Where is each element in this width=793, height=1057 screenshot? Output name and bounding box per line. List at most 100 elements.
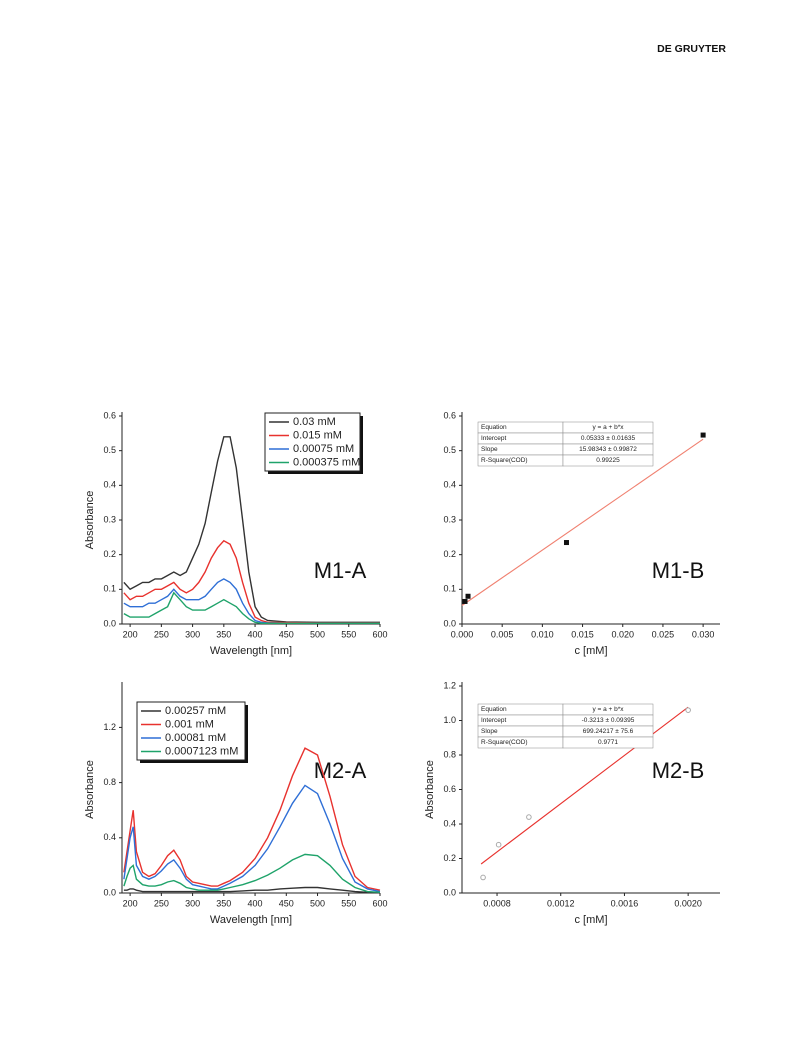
y-tick-label: 0.6 — [443, 784, 456, 794]
y-tick-label: 1.0 — [443, 715, 456, 725]
y-tick-label: 0.6 — [443, 410, 456, 420]
y-tick-label: 0.4 — [443, 818, 456, 828]
x-tick-label: 500 — [310, 898, 325, 908]
y-tick-label: 0.8 — [103, 777, 116, 787]
y-tick-label: 1.2 — [103, 722, 116, 732]
x-tick-label: 0.015 — [571, 629, 594, 639]
fit-line — [461, 438, 704, 606]
y-tick-label: 0.5 — [443, 445, 456, 455]
panel-label: M2-B — [652, 758, 705, 783]
legend-label: 0.00081 mM — [165, 732, 226, 744]
y-tick-label: 0.4 — [103, 480, 116, 490]
table-value: 0.9771 — [598, 739, 618, 746]
table-key: Equation — [481, 424, 507, 431]
x-tick-label: 0.020 — [611, 629, 634, 639]
y-tick-label: 0.2 — [443, 549, 456, 559]
y-tick-label: 0.1 — [443, 584, 456, 594]
spectrum-line — [123, 784, 381, 893]
x-tick-label: 0.010 — [531, 629, 554, 639]
table-cell — [562, 454, 654, 467]
x-axis-title: c [mM] — [575, 645, 608, 657]
data-point — [495, 841, 502, 848]
spectrum-line — [123, 886, 381, 894]
data-point — [700, 432, 706, 438]
table-key: R-Square(COD) — [481, 457, 528, 464]
x-tick-label: 250 — [154, 629, 169, 639]
data-point — [465, 593, 471, 599]
x-tick-label: 550 — [341, 629, 356, 639]
x-tick-label: 0.0016 — [611, 898, 639, 908]
legend-label: 0.0007123 mM — [165, 745, 238, 757]
x-tick-label: 0.030 — [692, 629, 715, 639]
table-value: 0.05333 ± 0.01635 — [581, 435, 636, 442]
x-tick-label: 450 — [279, 629, 294, 639]
y-tick-label: 0.3 — [443, 514, 456, 524]
table-value: y = a + b*x — [592, 706, 624, 713]
table-key: Slope — [481, 728, 498, 735]
legend-label: 0.015 mM — [293, 429, 342, 441]
spectrum-line — [123, 436, 380, 623]
legend-label: 0.03 mM — [293, 416, 336, 428]
x-tick-label: 200 — [123, 629, 138, 639]
x-tick-label: 400 — [248, 898, 263, 908]
data-point — [563, 540, 569, 546]
x-tick-label: 400 — [248, 629, 263, 639]
table-value: 0.99225 — [596, 457, 620, 464]
data-point — [685, 707, 691, 713]
x-tick-label: 500 — [310, 629, 325, 639]
x-tick-label: 450 — [279, 898, 294, 908]
table-value: -0.3213 ± 0.09395 — [582, 717, 635, 724]
y-tick-label: 0.6 — [103, 410, 116, 420]
y-tick-label: 0.0 — [103, 618, 116, 628]
y-axis-title: Absorbance — [84, 491, 96, 550]
table-key: R-Square(COD) — [481, 739, 528, 746]
y-axis-title: Absorbance — [424, 760, 436, 819]
y-tick-label: 0.8 — [443, 749, 456, 759]
table-key: Slope — [481, 446, 498, 453]
y-tick-label: 0.2 — [443, 853, 456, 863]
data-point — [480, 874, 486, 881]
y-tick-label: 0.1 — [103, 584, 116, 594]
y-tick-label: 0.2 — [103, 549, 116, 559]
x-tick-label: 300 — [185, 898, 200, 908]
spectrum-line — [123, 539, 380, 624]
x-tick-label: 0.0012 — [547, 898, 575, 908]
y-tick-label: 0.0 — [443, 887, 456, 897]
data-point — [462, 598, 468, 604]
x-tick-label: 350 — [216, 629, 231, 639]
panel-label: M1-A — [314, 558, 367, 583]
x-tick-label: 0.000 — [451, 629, 474, 639]
x-tick-label: 0.0020 — [674, 898, 702, 908]
table-value: y = a + b*x — [592, 424, 624, 431]
legend-label: 0.00257 mM — [165, 705, 226, 717]
table-key: Intercept — [481, 717, 506, 724]
x-tick-label: 550 — [341, 898, 356, 908]
y-tick-label: 0.4 — [103, 832, 116, 842]
table-value: 699.24217 ± 75.6 — [583, 728, 634, 735]
y-tick-label: 0.3 — [103, 514, 116, 524]
x-tick-label: 0.005 — [491, 629, 514, 639]
x-tick-label: 350 — [216, 898, 231, 908]
table-key: Equation — [481, 706, 507, 713]
y-tick-label: 0.0 — [443, 618, 456, 628]
panel-label: M1-B — [652, 558, 705, 583]
legend-label: 0.001 mM — [165, 718, 214, 730]
fit-line — [480, 706, 689, 865]
y-tick-label: 1.2 — [443, 680, 456, 690]
legend-label: 0.00075 mM — [293, 443, 354, 455]
x-tick-label: 300 — [185, 629, 200, 639]
legend-label: 0.000375 mM — [293, 456, 360, 468]
table-cell — [562, 736, 654, 749]
spectrum-line — [123, 853, 381, 893]
y-tick-label: 0.0 — [103, 887, 116, 897]
x-tick-label: 600 — [372, 629, 387, 639]
table-value: 15.98343 ± 0.99872 — [579, 446, 637, 453]
x-tick-label: 0.025 — [652, 629, 675, 639]
x-axis-title: Wavelength [nm] — [210, 645, 292, 657]
x-axis-title: c [mM] — [575, 914, 608, 926]
spectrum-line — [123, 591, 380, 624]
data-point — [526, 814, 532, 820]
x-tick-label: 200 — [123, 898, 138, 908]
